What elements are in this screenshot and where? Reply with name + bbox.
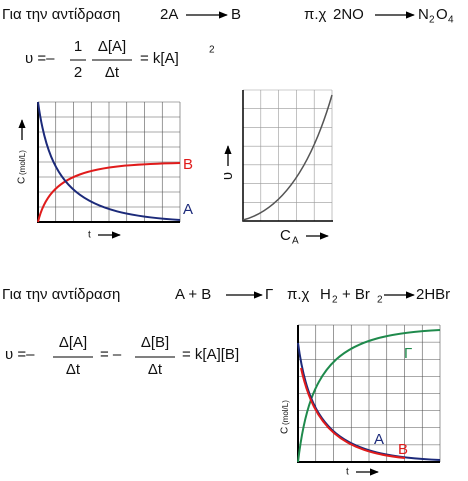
curve-label: B	[398, 441, 408, 458]
subscript: 2	[429, 15, 435, 26]
curve-a	[297, 342, 441, 461]
curve-label: Γ	[404, 345, 412, 362]
x-label: t	[88, 230, 91, 241]
subscript: A	[292, 236, 299, 247]
curve-a	[37, 101, 181, 221]
fraction-num: Δ[A]	[59, 334, 87, 351]
fraction-num: Δ[A]	[98, 38, 126, 55]
y-label: C (mol/L)	[17, 150, 28, 184]
x-label: C	[280, 227, 291, 244]
rate-lhs: υ =–	[25, 50, 55, 67]
example-label: π.χ	[287, 286, 310, 303]
curve-b	[37, 162, 181, 223]
subscript: 2	[332, 295, 338, 306]
fraction-num: Δ[B]	[141, 334, 169, 351]
curve-b	[300, 367, 406, 459]
example-reactant: H	[320, 286, 331, 303]
curve-gamma	[297, 329, 441, 463]
fraction-den: Δt	[148, 361, 163, 378]
y-unit: (mol/L)	[281, 400, 290, 425]
example-product: O	[436, 6, 448, 23]
fraction-den: Δt	[66, 361, 81, 378]
x-label: t	[346, 467, 349, 478]
rate-rhs: = k[A]	[140, 50, 179, 67]
rate-rhs: = k[A][B]	[182, 346, 239, 363]
example-reactant: 2NO	[333, 6, 364, 23]
reactants: A + B	[175, 286, 211, 303]
y-label: C	[280, 427, 291, 434]
product: B	[231, 6, 241, 23]
reaction-label: Για την αντίδραση	[2, 286, 120, 303]
example-reactant: + Br	[342, 286, 370, 303]
y-unit: (mol/L)	[18, 150, 27, 175]
grid	[298, 324, 441, 462]
grid	[243, 89, 333, 221]
curve-label: B	[183, 156, 193, 173]
reaction-label: Για την αντίδραση	[2, 6, 120, 23]
fraction-num: 1	[74, 38, 82, 55]
reactant: 2A	[160, 6, 178, 23]
exponent: 2	[209, 45, 215, 56]
subscript: 2	[377, 295, 383, 306]
fraction-den: Δt	[105, 64, 120, 81]
product: Γ	[265, 286, 273, 303]
rate-lhs: υ =–	[5, 346, 35, 363]
example-product: 2HBr	[416, 286, 450, 303]
grid	[38, 101, 181, 222]
example-product: N	[418, 6, 429, 23]
y-label: C	[17, 177, 28, 184]
fraction-den: 2	[74, 64, 82, 81]
subscript: 4	[448, 15, 454, 26]
axes	[242, 90, 333, 222]
curve-label: A	[374, 431, 384, 448]
y-label: C (mol/L)	[280, 400, 291, 434]
rate-mid: = –	[100, 346, 122, 363]
curve-label: A	[183, 201, 193, 218]
y-label: υ	[219, 172, 236, 180]
example-label: π.χ	[304, 6, 327, 23]
curve	[242, 94, 333, 221]
